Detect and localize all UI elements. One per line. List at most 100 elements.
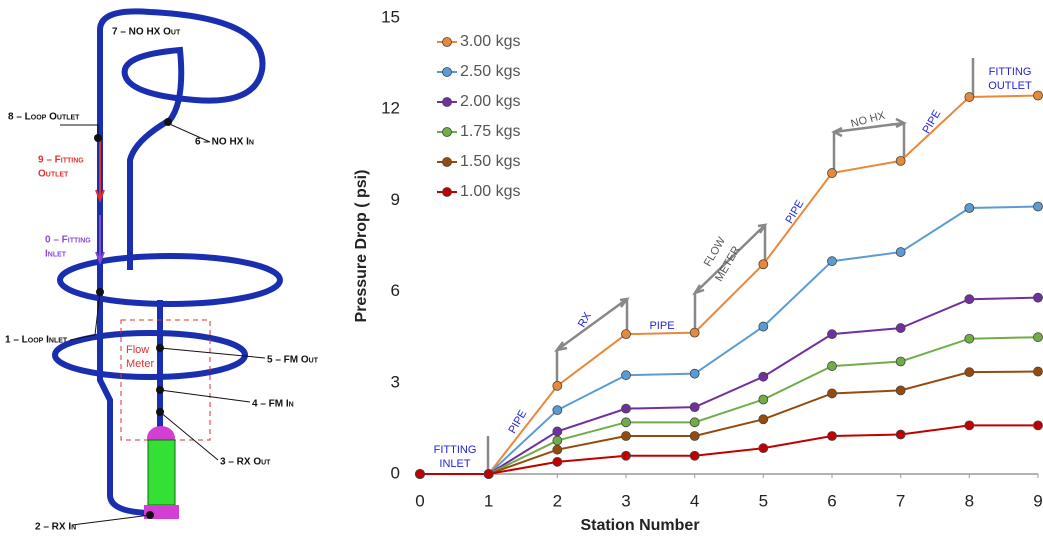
diagram-label: 8 – Loop Outlet [8,112,80,123]
point [1034,333,1043,342]
point [690,369,699,378]
point [416,470,425,479]
point [828,362,837,371]
point [553,436,562,445]
point [896,156,905,165]
point [553,427,562,436]
y-tick-label: 9 [391,190,400,209]
point [965,334,974,343]
point [622,418,631,427]
point [1034,421,1043,430]
point [828,257,837,266]
annotation: FITTING [434,444,477,456]
figure: 7 – NO HX Out 8 – Loop Outlet 6 – NO HX … [0,0,1043,538]
x-tick-label: 9 [1033,491,1042,510]
x-tick-label: 4 [690,491,699,510]
point [896,357,905,366]
point [965,204,974,213]
point [828,330,837,339]
point [484,470,493,479]
diagram-label: 6 – NO HX In [195,137,254,148]
y-axis-label: Pressure Drop ( psi) [353,170,370,323]
diagram-label: Outlet [38,169,69,180]
point [1034,293,1043,302]
point [622,404,631,413]
point [622,451,631,460]
y-tick-label: 0 [391,463,400,482]
x-tick-label: 1 [484,491,493,510]
x-tick-label: 2 [553,491,562,510]
x-axis-label: Station Number [580,517,699,534]
point [759,415,768,424]
annotation: PIPE [649,320,674,332]
point [553,445,562,454]
point [896,386,905,395]
reactor [148,440,175,505]
point [1034,91,1043,100]
legend-marker [443,98,452,107]
point [1034,202,1043,211]
x-tick-label: 7 [896,491,905,510]
series-line [420,298,1038,474]
annotation: RX [576,310,594,330]
point [690,403,699,412]
diagram-label: 9 – Fitting [38,155,84,166]
diagram-label: 4 – FM In [252,399,294,410]
annotation-arrow [557,299,627,388]
diagram-label: Flow [126,344,149,356]
point [553,457,562,466]
annotation: PIPE [506,408,529,436]
y-tick-label: 3 [391,372,400,391]
point [690,418,699,427]
legend-marker [443,158,452,167]
point [1034,367,1043,376]
diagram-label: Inlet [45,249,67,260]
x-tick-label: 5 [759,491,768,510]
point [896,430,905,439]
point [759,322,768,331]
x-tick-label: 0 [415,491,424,510]
y-tick-label: 6 [391,281,400,300]
point [896,248,905,257]
diagram-label: 0 – Fitting [45,235,91,246]
point [759,260,768,269]
point [622,371,631,380]
legend-label: 1.00 kgs [460,183,520,200]
legend-marker [443,128,452,137]
x-tick-label: 3 [621,491,630,510]
legend-label: 3.00 kgs [460,33,520,50]
annotation: INLET [439,458,470,470]
point [759,444,768,453]
page: 7 – NO HX Out 8 – Loop Outlet 6 – NO HX … [0,0,1043,538]
legend-marker [443,68,452,77]
diagram-label: 7 – NO HX Out [112,27,181,38]
point [896,324,905,333]
y-tick-label: 15 [381,7,400,26]
point [965,295,974,304]
point [828,169,837,178]
diagram-label: 1 – Loop Inlet [5,335,68,346]
legend-marker [443,38,452,47]
legend-marker [443,188,452,197]
point [759,372,768,381]
point [965,421,974,430]
point [828,432,837,441]
annotation: OUTLET [988,80,1032,92]
annotation: FITTING [989,66,1032,78]
legend-label: 1.75 kgs [460,123,520,140]
diagram-label: 5 – FM Out [267,355,319,366]
annotation-arrow [695,225,765,330]
legend-label: 2.50 kgs [460,63,520,80]
point [553,406,562,415]
series-line [420,337,1038,474]
point [965,368,974,377]
point [759,395,768,404]
point [622,432,631,441]
point [690,328,699,337]
y-tick-label: 12 [381,99,400,118]
legend-label: 2.00 kgs [460,93,520,110]
point [553,381,562,390]
diagram-label: 2 – RX In [35,522,76,533]
point [622,330,631,339]
point [828,389,837,398]
